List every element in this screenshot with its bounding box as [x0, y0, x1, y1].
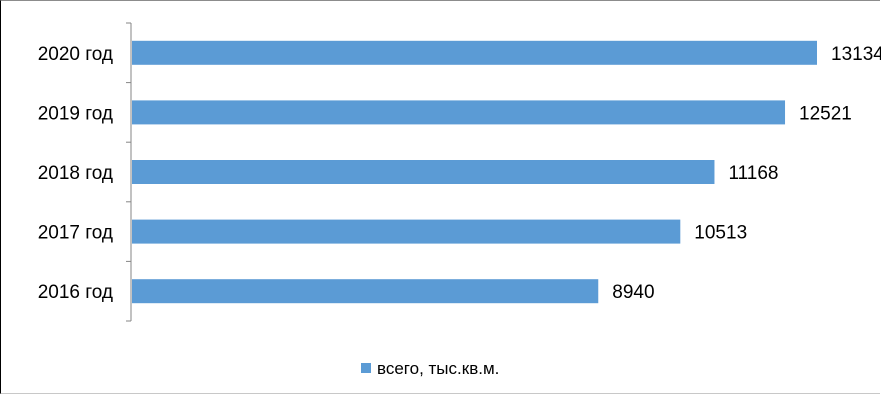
- category-label: 2018 год: [38, 163, 113, 184]
- data-label: 8940: [612, 282, 654, 303]
- bar: [132, 100, 786, 125]
- data-label: 10513: [694, 223, 747, 244]
- bar: [132, 279, 599, 304]
- label-layer: 2020 год 13134 2019 год 12521 2018 год 11168 2…: [38, 44, 881, 303]
- legend: всего, тыс.кв.м.: [361, 359, 499, 378]
- bar-layer: [132, 40, 817, 304]
- legend-swatch: [361, 363, 371, 373]
- category-label: 2019 год: [38, 103, 113, 124]
- data-label: 13134: [831, 44, 881, 65]
- bar: [132, 40, 817, 65]
- axis-layer: [126, 22, 132, 322]
- legend-label: всего, тыс.кв.м.: [377, 359, 499, 378]
- bar: [132, 219, 681, 244]
- category-label: 2017 год: [38, 223, 113, 244]
- bar: [132, 160, 715, 184]
- category-label: 2020 год: [38, 44, 113, 65]
- data-label: 11168: [728, 163, 778, 184]
- data-label: 12521: [799, 103, 852, 124]
- category-label: 2016 год: [38, 282, 113, 303]
